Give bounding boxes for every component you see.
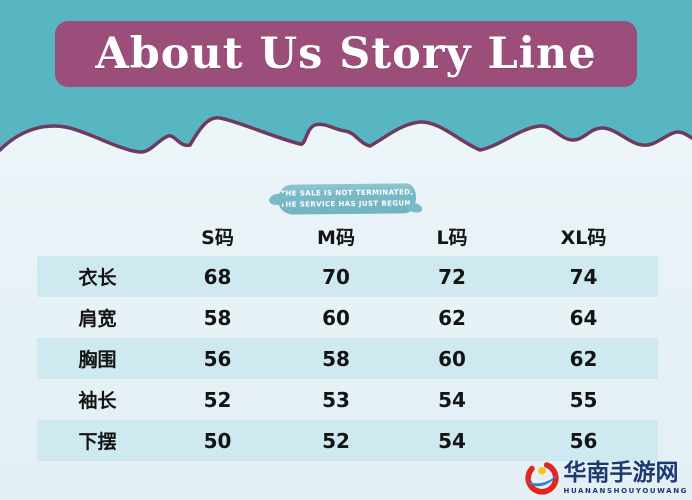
watermark-text: 华南手游网 HUANANSHOUYOUWANG xyxy=(564,461,689,494)
table-cell: 62 xyxy=(569,346,598,371)
table-cell: 70 xyxy=(322,264,350,289)
table-cell: 62 xyxy=(438,305,466,330)
table-row: 下摆 50 52 54 56 xyxy=(37,420,658,461)
row-label: 肩宽 xyxy=(78,308,117,330)
table-cell: 54 xyxy=(438,428,466,453)
watermark-title: 华南手游网 xyxy=(563,460,679,487)
table-row: 衣长 68 70 72 74 xyxy=(37,256,658,297)
table-cell: 56 xyxy=(569,428,598,453)
sale-badge: THE SALE IS NOT TERMINATED, THE SERVICE … xyxy=(277,183,417,215)
table-cell: 60 xyxy=(322,305,350,330)
table-cell: 68 xyxy=(203,264,232,289)
table-cell: 52 xyxy=(203,387,232,412)
size-table-header: S码 M码 L码 XL码 xyxy=(37,216,658,256)
table-cell: 58 xyxy=(203,305,232,330)
table-cell: 50 xyxy=(203,428,232,453)
size-table: S码 M码 L码 XL码 衣长 68 70 72 74 肩宽 58 60 62 64 胸围 56 58 60 62… xyxy=(37,216,658,461)
table-cell: 56 xyxy=(203,346,232,371)
table-cell: 55 xyxy=(569,387,598,412)
row-label: 胸围 xyxy=(78,349,117,371)
badge-line-2: THE SERVICE HAS JUST BEGUN. xyxy=(280,199,414,209)
row-label: 袖长 xyxy=(78,390,117,412)
watermark-subtitle: HUANANSHOUYOUWANG xyxy=(563,486,688,495)
column-header: L码 xyxy=(436,226,468,249)
watermark-logo: 华南手游网 HUANANSHOUYOUWANG xyxy=(523,459,689,497)
row-label: 下摆 xyxy=(78,431,117,453)
row-label: 衣长 xyxy=(78,267,117,289)
title-banner: About Us Story Line xyxy=(55,21,637,87)
table-cell: 58 xyxy=(322,346,350,371)
table-cell: 54 xyxy=(438,387,466,412)
table-cell: 52 xyxy=(322,428,350,453)
table-cell: 64 xyxy=(569,305,598,330)
size-table-body: 衣长 68 70 72 74 肩宽 58 60 62 64 胸围 56 58 60 62 袖长 52 53 54 55… xyxy=(37,256,658,461)
table-cell: 53 xyxy=(322,387,350,412)
column-header: S码 xyxy=(201,226,234,249)
table-cell: 72 xyxy=(438,264,466,289)
huanan-logo-icon xyxy=(524,461,559,495)
table-row: 袖长 52 53 54 55 xyxy=(37,379,658,420)
column-header: M码 xyxy=(317,226,355,249)
column-header: XL码 xyxy=(560,226,607,249)
table-cell: 60 xyxy=(438,346,466,371)
table-row: 胸围 56 58 60 62 xyxy=(37,338,658,379)
table-row: 肩宽 58 60 62 64 xyxy=(37,297,658,338)
table-cell: 74 xyxy=(569,264,598,289)
page-title: About Us Story Line xyxy=(95,29,597,79)
